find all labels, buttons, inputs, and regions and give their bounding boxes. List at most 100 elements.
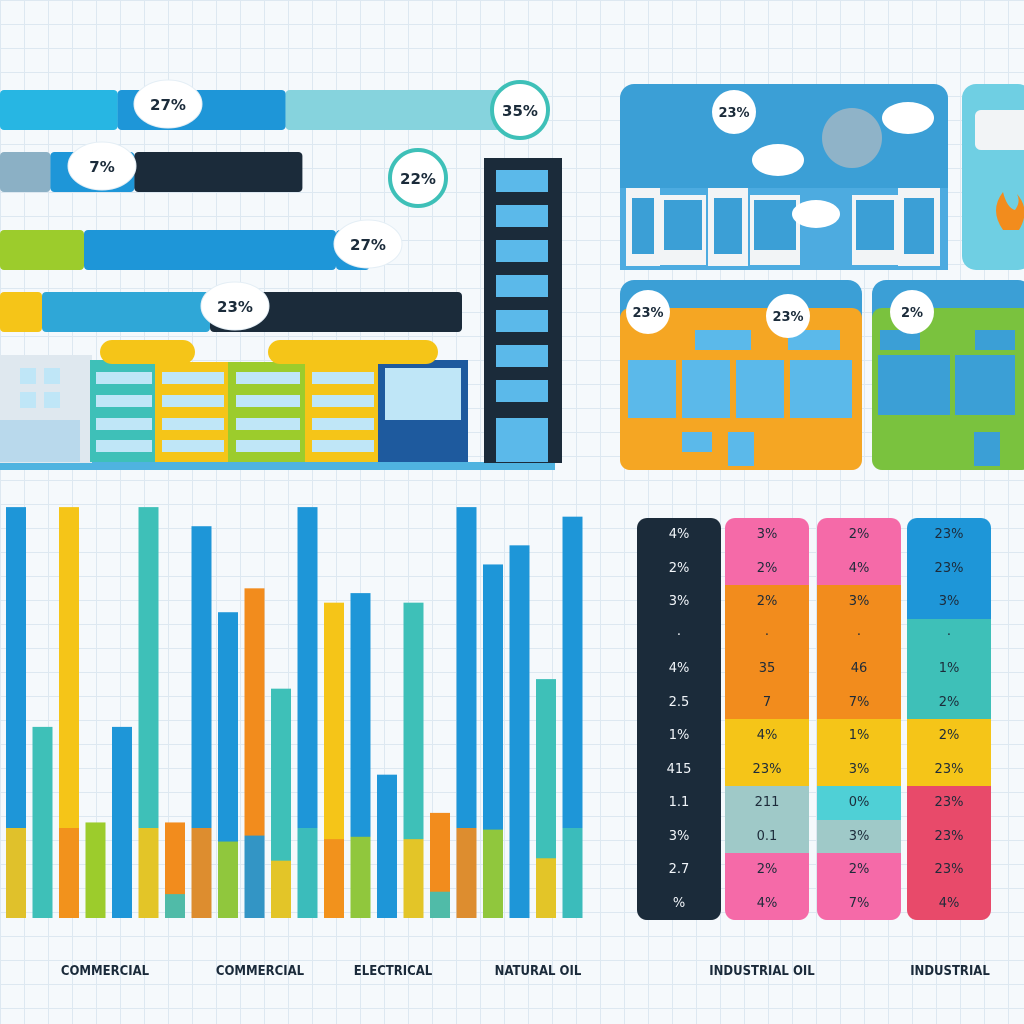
card-badge [626, 290, 670, 334]
table-cell: 4% [725, 886, 809, 920]
hbar-segment [42, 292, 210, 332]
category-labels: COMMERCIAL COMMERCIAL ELECTRICAL NATURAL OI… [61, 964, 990, 979]
table-column: 3% 2% 2% · 35 7 4% 23% 211 0.1 2% 4% [725, 518, 809, 920]
table-cell: 35 [725, 652, 809, 686]
hbar-segment [0, 152, 51, 192]
card-badge-label: 23% [772, 310, 803, 325]
table-cell: 1% [637, 719, 721, 753]
table-cell: 23% [907, 786, 991, 820]
table-cell: 0.1 [725, 819, 809, 853]
table-cell: 4% [817, 551, 901, 585]
table-cell: 415 [637, 752, 721, 786]
table-cell: 4% [637, 518, 721, 552]
label-bubble [200, 281, 270, 331]
table-column: 2% 4% 3% · 46 7% 1% 3% 0% 3% 2% 7% [817, 518, 901, 920]
vbar-segment [244, 835, 265, 918]
category-label: NATURAL OIL [495, 964, 582, 979]
table-cell: 46 [817, 652, 901, 686]
vbar [297, 507, 318, 918]
table-cell: 3% [817, 752, 901, 786]
table-cell: 3% [817, 585, 901, 619]
card-badge [890, 290, 934, 334]
table-cell: 211 [725, 786, 809, 820]
table-cell: 2% [817, 518, 901, 552]
label-bubble [67, 141, 137, 191]
label-bubble [333, 219, 403, 269]
hbar-label: 27% [350, 236, 386, 254]
table-cell: 4% [637, 652, 721, 686]
horizontal-bar-chart: 27% 35% 7% 22% 27% 23% [0, 79, 550, 332]
table-cell: 2.5 [637, 685, 721, 719]
card-badge-label: 23% [632, 306, 663, 321]
table-cell: 2% [725, 853, 809, 887]
table-cell: 2.7 [637, 853, 721, 887]
vbar-segment [536, 858, 556, 918]
table-cell: · [907, 618, 991, 652]
vbar [6, 507, 26, 918]
vbar [456, 507, 477, 918]
table-cell: 7 [725, 685, 809, 719]
table-cell: % [637, 886, 721, 920]
table-cell: 4% [725, 719, 809, 753]
table-cell: 2% [725, 585, 809, 619]
table-cell: 3% [637, 819, 721, 853]
hbar-segment [285, 90, 517, 130]
vbar-segment [271, 860, 291, 918]
vbar-segment [483, 829, 503, 918]
vertical-bar-chart [6, 507, 583, 918]
vbar-segment [456, 828, 477, 918]
table-cell: 3% [637, 585, 721, 619]
vbar [191, 526, 212, 918]
hbar-label: 7% [89, 158, 114, 176]
hbar-segment [134, 152, 303, 192]
vbar [59, 507, 79, 918]
table-cell: 2% [907, 719, 991, 753]
table-column: 23% 23% 3% · 1% 2% 2% 23% 23% 23% 23% 4% [907, 518, 991, 920]
card-badges: 23% 23% 23% 2% [626, 90, 934, 338]
table-cell: 23% [907, 853, 991, 887]
table-cell: 3% [907, 585, 991, 619]
vbar-segment [297, 828, 318, 918]
table-cell: 7% [817, 886, 901, 920]
card-badge-label: 23% [718, 106, 749, 121]
hbar-segment [0, 90, 118, 130]
vbar-segment [430, 891, 450, 918]
hbar-row: 7% 22% [0, 141, 448, 208]
card-badge [712, 90, 756, 134]
table-cell: 23% [907, 518, 991, 552]
table-cell: 2% [725, 551, 809, 585]
table-cell: 1% [817, 719, 901, 753]
hbar-segment [0, 292, 42, 332]
table-cell: 1% [907, 652, 991, 686]
hbar-segment [0, 230, 84, 270]
vbar-segment [138, 828, 159, 918]
category-label: INDUSTRIAL OIL [709, 964, 815, 979]
table-cell: 23% [907, 551, 991, 585]
table-cell: · [817, 618, 901, 652]
table-cell: 3% [817, 819, 901, 853]
label-bubble [133, 79, 203, 129]
vbar-segment [85, 894, 106, 918]
card-badge [766, 294, 810, 338]
vbar-segment [165, 894, 185, 918]
category-label: COMMERCIAL [216, 964, 305, 979]
table-cell: 2% [907, 685, 991, 719]
vbar [509, 545, 530, 918]
vbar-segment [562, 828, 583, 918]
hbar-label: 23% [217, 298, 253, 316]
vbar-segment [403, 839, 424, 918]
table-cell: 3% [725, 518, 809, 552]
table-cell: 23% [907, 752, 991, 786]
hbar-row: 27% [0, 219, 403, 270]
value-badge [388, 148, 448, 208]
vbar-segment [59, 828, 79, 918]
hbar-label: 27% [150, 96, 186, 114]
vbar-segment [6, 828, 26, 918]
image-cards [620, 84, 1024, 470]
hbar-segment [84, 230, 336, 270]
table-cell: 2% [637, 551, 721, 585]
table-cell: 1.1 [637, 786, 721, 820]
vbar-segment [509, 828, 530, 918]
vbar [138, 507, 159, 918]
table-cell: 23% [725, 752, 809, 786]
